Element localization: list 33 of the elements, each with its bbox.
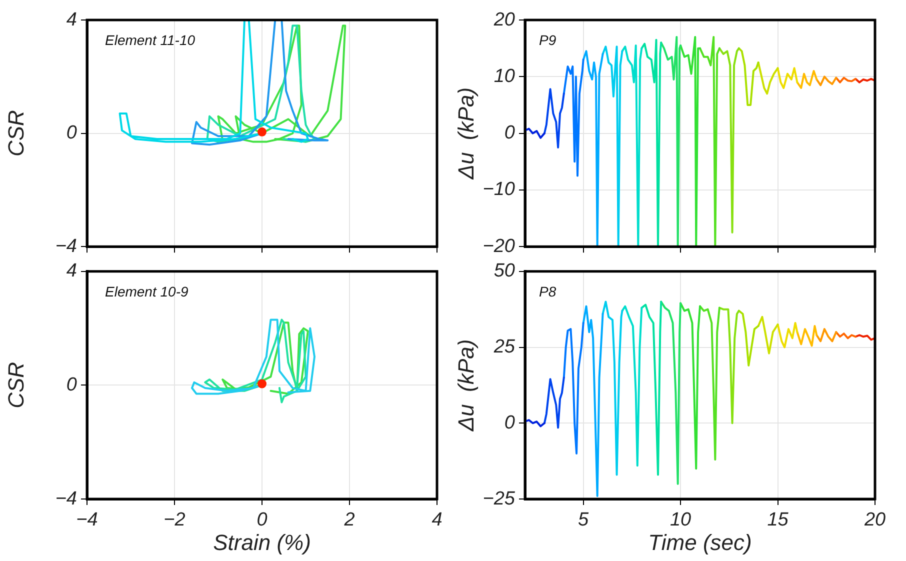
annotation: Element 11-10 — [105, 32, 196, 48]
y-tick-label: 0 — [66, 374, 78, 396]
y-axis-title: CSR — [3, 362, 28, 408]
y-tick-label: 0 — [504, 122, 516, 144]
y-tick-label: 25 — [492, 336, 516, 358]
y-tick-label: −4 — [55, 488, 77, 510]
annotation: P8 — [539, 283, 556, 300]
x-tick-label: −2 — [164, 510, 186, 531]
y-tick-label: 0 — [504, 412, 516, 434]
x-tick-label: 20 — [863, 510, 886, 531]
y-axis-title: CSR — [3, 110, 28, 157]
y-tick-label: −25 — [482, 488, 516, 510]
y-tick-label: 0 — [66, 122, 78, 144]
y-tick-label: 50 — [494, 260, 516, 282]
y-tick-label: 10 — [494, 66, 516, 87]
x-tick-label: 5 — [578, 510, 590, 531]
x-axis-title: Strain (%) — [213, 530, 311, 555]
y-tick-label: 20 — [492, 9, 516, 30]
y-tick-label: 4 — [66, 9, 77, 30]
y-tick-label: −4 — [55, 236, 77, 257]
y-tick-label: 4 — [66, 260, 77, 282]
y-tick-label: −20 — [482, 236, 516, 257]
x-tick-label: 2 — [343, 510, 356, 531]
y-axis-title: Δu (kPa) — [453, 339, 478, 432]
x-axis-title: Time (sec) — [648, 530, 752, 555]
annotation: Element 10-9 — [105, 283, 188, 300]
x-tick-label: 0 — [256, 510, 268, 531]
y-axis-title: Δu (kPa) — [453, 87, 478, 180]
y-tick-label: −10 — [482, 179, 516, 200]
x-tick-label: 10 — [670, 510, 692, 531]
x-tick-label: 15 — [767, 510, 789, 531]
annotation: P9 — [539, 32, 556, 48]
x-tick-label: 4 — [432, 510, 442, 531]
